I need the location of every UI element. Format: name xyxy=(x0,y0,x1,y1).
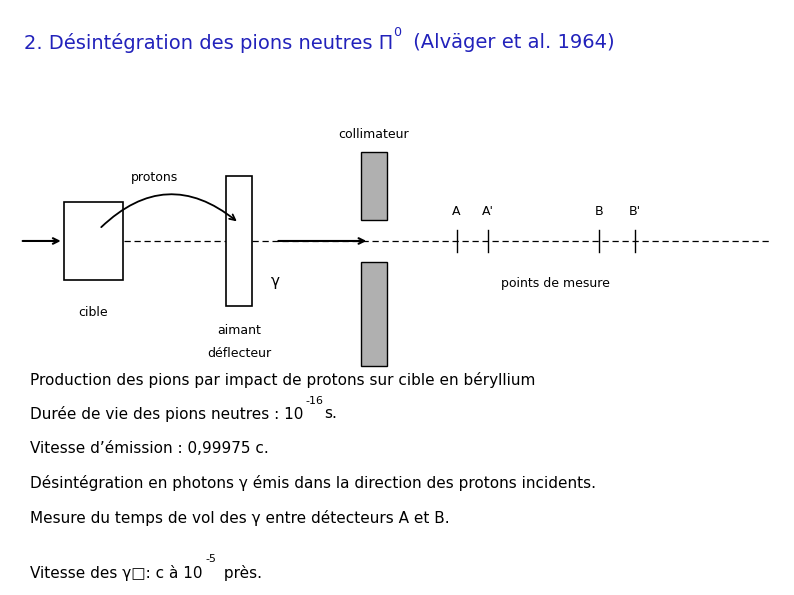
Text: Mesure du temps de vol des γ entre détecteurs A et B.: Mesure du temps de vol des γ entre détec… xyxy=(30,510,449,526)
Text: A: A xyxy=(453,205,461,218)
Text: s.: s. xyxy=(324,406,337,421)
Text: points de mesure: points de mesure xyxy=(501,277,611,290)
Text: 0: 0 xyxy=(393,26,401,39)
Text: B: B xyxy=(596,205,603,218)
Text: aimant: aimant xyxy=(217,324,261,337)
Bar xyxy=(226,176,252,306)
Text: cible: cible xyxy=(79,306,108,320)
Text: Durée de vie des pions neutres : 10: Durée de vie des pions neutres : 10 xyxy=(30,406,303,422)
Text: γ: γ xyxy=(271,274,280,289)
Text: collimateur: collimateur xyxy=(339,128,409,141)
Text: -5: -5 xyxy=(205,555,216,565)
Text: Désintégration en photons γ émis dans la direction des protons incidents.: Désintégration en photons γ émis dans la… xyxy=(30,475,596,491)
Bar xyxy=(361,262,387,366)
Bar xyxy=(361,152,387,220)
Text: -16: -16 xyxy=(306,396,324,406)
Text: Vitesse des γ□: c à 10: Vitesse des γ□: c à 10 xyxy=(30,565,202,581)
Text: déflecteur: déflecteur xyxy=(207,347,271,360)
Text: (Alväger et al. 1964): (Alväger et al. 1964) xyxy=(407,33,615,52)
Text: près.: près. xyxy=(218,565,261,581)
Text: protons: protons xyxy=(131,171,179,184)
Text: Durée de vie des pions neutres : 10: Durée de vie des pions neutres : 10 xyxy=(30,406,303,422)
Text: Production des pions par impact de protons sur cible en béryllium: Production des pions par impact de proto… xyxy=(30,372,535,388)
Text: A': A' xyxy=(482,205,495,218)
Bar xyxy=(64,202,123,280)
Text: Vitesse d’émission : 0,99975 c.: Vitesse d’émission : 0,99975 c. xyxy=(30,441,269,456)
Text: B': B' xyxy=(629,205,642,218)
Text: 2. Désintégration des pions neutres Π: 2. Désintégration des pions neutres Π xyxy=(24,33,393,53)
Text: Vitesse des γ□: c à 10: Vitesse des γ□: c à 10 xyxy=(30,565,202,581)
